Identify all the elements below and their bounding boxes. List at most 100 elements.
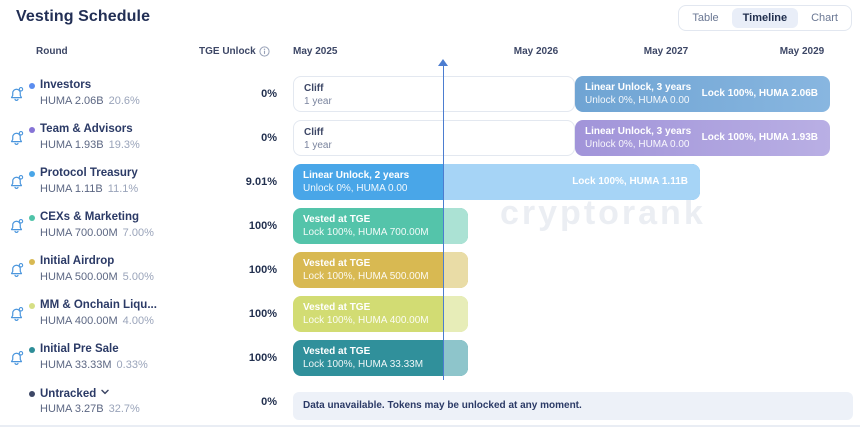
column-header-round: Round xyxy=(36,46,68,57)
allocation-amount: HUMA 1.93B xyxy=(40,139,104,151)
vesting-timeline-chart: Investors HUMA 2.06B 20.6% 0% Cliff 1 year Lin… xyxy=(0,72,860,424)
timeline-lane: Vested at TGE Lock 100%, HUMA 500.00M xyxy=(293,252,855,288)
view-tabs: Table Timeline Chart xyxy=(678,5,852,31)
notification-bell-icon[interactable] xyxy=(8,130,25,147)
current-date-line xyxy=(443,66,444,380)
timeline-lane: Data unavailable. Tokens may be unlocked… xyxy=(293,384,855,420)
vesting-row-protocol-treasury: Protocol Treasury HUMA 1.11B 11.1% 9.01% Lin… xyxy=(0,160,860,204)
vesting-row-untracked: Untracked HUMA 3.27B 32.7% 0% Data unavailab… xyxy=(0,380,860,424)
chevron-down-icon[interactable] xyxy=(100,387,110,400)
bar-label: Vested at TGE Lock 100%, HUMA 400.00M xyxy=(303,301,429,327)
round-name: Initial Pre Sale xyxy=(40,343,119,355)
allocation-percent: 32.7% xyxy=(108,403,140,415)
locked-segment xyxy=(443,164,700,200)
vesting-row-cexs-marketing: CEXs & Marketing HUMA 700.00M 7.00% 100% Ves… xyxy=(0,204,860,248)
round-color-dot xyxy=(29,83,35,89)
vesting-row-investors: Investors HUMA 2.06B 20.6% 0% Cliff 1 year Lin… xyxy=(0,72,860,116)
bar-label: Vested at TGE Lock 100%, HUMA 500.00M xyxy=(303,257,429,283)
vesting-row-team-advisors: Team & Advisors HUMA 1.93B 19.3% 0% Cliff 1 y… xyxy=(0,116,860,160)
locked-segment xyxy=(443,208,468,244)
allocation-percent: 11.1% xyxy=(107,183,139,195)
vesting-bar[interactable]: Vested at TGE Lock 100%, HUMA 33.33M xyxy=(293,340,468,376)
notification-bell-icon[interactable] xyxy=(8,174,25,191)
locked-segment xyxy=(443,252,468,288)
bar-subtitle: Lock 100%, HUMA 500.00M xyxy=(303,271,429,282)
round-name-label: Investors xyxy=(40,79,92,91)
bar-subtitle: Unlock 0%, HUMA 0.00 xyxy=(303,183,408,194)
bar-title: Vested at TGE xyxy=(303,302,371,313)
round-allocation: HUMA 700.00M 7.00% xyxy=(40,227,154,239)
round-name: Initial Airdrop xyxy=(40,255,114,267)
notification-bell-icon[interactable] xyxy=(8,350,25,367)
notification-bell-icon[interactable] xyxy=(8,86,25,103)
vesting-bar[interactable]: Vested at TGE Lock 100%, HUMA 700.00M xyxy=(293,208,468,244)
vesting-bar[interactable]: Vested at TGE Lock 100%, HUMA 400.00M xyxy=(293,296,468,332)
tge-unlock-value: 100% xyxy=(248,264,277,276)
bar-label: Linear Unlock, 3 years Unlock 0%, HUMA 0.… xyxy=(585,125,691,151)
tab-timeline[interactable]: Timeline xyxy=(731,8,799,28)
allocation-amount: HUMA 500.00M xyxy=(40,271,118,283)
allocation-amount: HUMA 700.00M xyxy=(40,227,118,239)
cliff-bar[interactable]: Cliff 1 year xyxy=(293,76,575,112)
bar-title: Linear Unlock, 3 years xyxy=(585,82,692,93)
tge-unlock-value: 9.01% xyxy=(245,176,277,188)
vesting-row-initial-airdrop: Initial Airdrop HUMA 500.00M 5.00% 100% Vest… xyxy=(0,248,860,292)
round-name: Investors xyxy=(40,79,91,91)
tab-chart[interactable]: Chart xyxy=(811,12,838,24)
bar-label: Cliff 1 year xyxy=(304,82,332,108)
bar-subtitle: Unlock 0%, HUMA 0.00 xyxy=(585,95,690,106)
info-icon[interactable] xyxy=(259,46,270,57)
allocation-percent: 4.00% xyxy=(122,315,154,327)
round-name[interactable]: Untracked xyxy=(40,387,110,400)
allocation-percent: 20.6% xyxy=(108,95,140,107)
bar-label: Vested at TGE Lock 100%, HUMA 700.00M xyxy=(303,213,429,239)
round-color-dot xyxy=(29,259,35,265)
lock-status-label: Lock 100%, HUMA 2.06B xyxy=(701,88,818,99)
cliff-bar[interactable]: Cliff 1 year xyxy=(293,120,575,156)
notification-bell-icon[interactable] xyxy=(8,306,25,323)
bar-title: Vested at TGE xyxy=(303,258,371,269)
round-name-label: Initial Airdrop xyxy=(40,255,115,267)
current-date-marker-icon xyxy=(438,59,448,66)
bar-label: Cliff 1 year xyxy=(304,126,332,152)
bar-subtitle: Lock 100%, HUMA 33.33M xyxy=(303,359,424,370)
vesting-bar[interactable]: Vested at TGE Lock 100%, HUMA 500.00M xyxy=(293,252,468,288)
allocation-amount: HUMA 3.27B xyxy=(40,403,104,415)
bar-title: Cliff xyxy=(304,83,324,94)
notification-bell-icon[interactable] xyxy=(8,218,25,235)
tge-unlock-value: 0% xyxy=(261,132,277,144)
axis-tick-may-2029: May 2029 xyxy=(779,46,825,57)
allocation-amount: HUMA 33.33M xyxy=(40,359,112,371)
allocation-amount: HUMA 1.11B xyxy=(40,183,103,195)
bottom-divider xyxy=(0,425,860,427)
notification-bell-icon[interactable] xyxy=(8,262,25,279)
tab-table[interactable]: Table xyxy=(692,12,719,24)
round-allocation: HUMA 2.06B 20.6% xyxy=(40,95,140,107)
vesting-row-initial-pre-sale: Initial Pre Sale HUMA 33.33M 0.33% 100% Vest… xyxy=(0,336,860,380)
vesting-row-mm-onchain-liqu: MM & Onchain Liqu... HUMA 400.00M 4.00% 100… xyxy=(0,292,860,336)
axis-tick-may-2027: May 2027 xyxy=(643,46,689,57)
bar-title: Cliff xyxy=(304,127,324,138)
round-name: CEXs & Marketing xyxy=(40,211,139,223)
bar-label: Linear Unlock, 3 years Unlock 0%, HUMA 0.… xyxy=(585,81,691,107)
round-name-label: Untracked xyxy=(40,387,97,400)
vesting-bar[interactable]: Linear Unlock, 3 years Unlock 0%, HUMA 0.… xyxy=(575,120,830,156)
axis-tick-may-2025: May 2025 xyxy=(293,46,338,57)
round-allocation: HUMA 1.11B 11.1% xyxy=(40,183,138,195)
round-name-label: Protocol Treasury xyxy=(40,167,138,179)
vesting-bar[interactable]: Linear Unlock, 3 years Unlock 0%, HUMA 0.… xyxy=(575,76,830,112)
round-name-label: CEXs & Marketing xyxy=(40,211,140,223)
allocation-amount: HUMA 2.06B xyxy=(40,95,104,107)
timeline-lane: Vested at TGE Lock 100%, HUMA 700.00M xyxy=(293,208,855,244)
timeline-lane: Vested at TGE Lock 100%, HUMA 33.33M xyxy=(293,340,855,376)
bar-subtitle: 1 year xyxy=(304,96,332,107)
round-name-label: Initial Pre Sale xyxy=(40,343,119,355)
vesting-bar[interactable]: Linear Unlock, 2 years Unlock 0%, HUMA 0.… xyxy=(293,164,700,200)
round-allocation: HUMA 1.93B 19.3% xyxy=(40,139,140,151)
watermark: cryptorank xyxy=(500,194,706,232)
round-allocation: HUMA 33.33M 0.33% xyxy=(40,359,148,371)
page-title: Vesting Schedule xyxy=(16,8,151,25)
tge-unlock-value: 100% xyxy=(248,308,277,320)
round-allocation: HUMA 3.27B 32.7% xyxy=(40,403,140,415)
timeline-lane: Cliff 1 year Linear Unlock, 3 years Unlock … xyxy=(293,76,855,112)
